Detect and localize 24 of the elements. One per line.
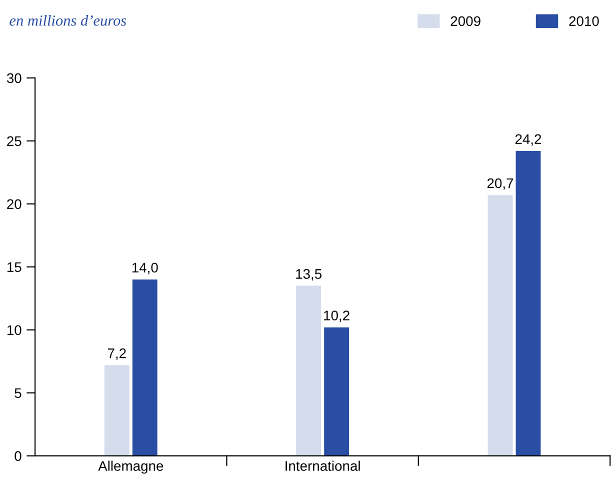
x-tick-label: International — [286, 460, 360, 471]
data-label: 13,5 — [296, 269, 322, 280]
bar — [516, 150, 541, 456]
y-tick-label: 20 — [7, 199, 22, 210]
data-label: 10,2 — [324, 310, 350, 322]
legend-label: 2010 — [569, 16, 599, 26]
y-tick-label: 25 — [7, 136, 22, 146]
bar — [104, 365, 130, 456]
legend-label: 2009 — [450, 16, 480, 26]
y-tick-label: 30 — [6, 73, 22, 84]
y-tick-label: 15 — [7, 262, 22, 272]
bar — [324, 327, 350, 456]
y-axis-title: en millions d’euros — [10, 14, 126, 26]
x-tick-label: Allemagne — [98, 460, 164, 474]
data-label: 7,2 — [108, 348, 126, 360]
data-label: 24,2 — [515, 134, 542, 146]
data-label: 14,0 — [132, 262, 158, 274]
bar — [488, 195, 513, 456]
y-tick-label: 5 — [14, 388, 22, 398]
data-label: 20,7 — [487, 178, 514, 190]
y-tick-label: 10 — [7, 325, 22, 336]
y-tick-label: 0 — [14, 451, 22, 461]
bar — [132, 279, 158, 456]
bar — [296, 286, 322, 456]
